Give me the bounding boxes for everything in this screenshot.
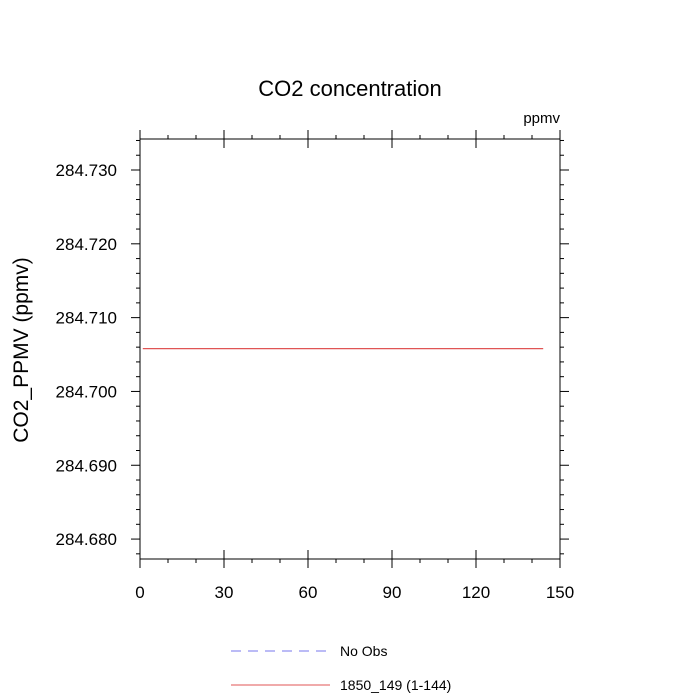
x-tick-label: 90 bbox=[383, 583, 402, 602]
axis-ticks bbox=[131, 130, 569, 568]
plot-frame bbox=[139, 138, 561, 560]
x-tick-label: 0 bbox=[135, 583, 144, 602]
x-tick-label: 120 bbox=[462, 583, 490, 602]
x-tick-label: 60 bbox=[299, 583, 318, 602]
legend-label: No Obs bbox=[340, 643, 387, 659]
legend-label: 1850_149 (1-144) bbox=[340, 677, 451, 693]
x-tick-label: 150 bbox=[546, 583, 574, 602]
y-axis-label: CO2_PPMV (ppmv) bbox=[10, 257, 33, 443]
y-tick-label: 284.700 bbox=[56, 382, 117, 401]
y-tick-label: 284.690 bbox=[56, 456, 117, 475]
units-label: ppmv bbox=[523, 110, 560, 127]
y-tick-label: 284.680 bbox=[56, 530, 117, 549]
y-tick-label: 284.710 bbox=[56, 309, 117, 328]
tick-labels: 0 30 60 90 120 150 284.680 284.690 284.700 284.71… bbox=[56, 161, 575, 602]
legend: No Obs 1850_149 (1-144) bbox=[231, 643, 451, 693]
y-tick-label: 284.730 bbox=[56, 161, 117, 180]
chart-title: CO2 concentration bbox=[258, 76, 441, 101]
y-tick-label: 284.720 bbox=[56, 235, 117, 254]
x-tick-label: 30 bbox=[215, 583, 234, 602]
